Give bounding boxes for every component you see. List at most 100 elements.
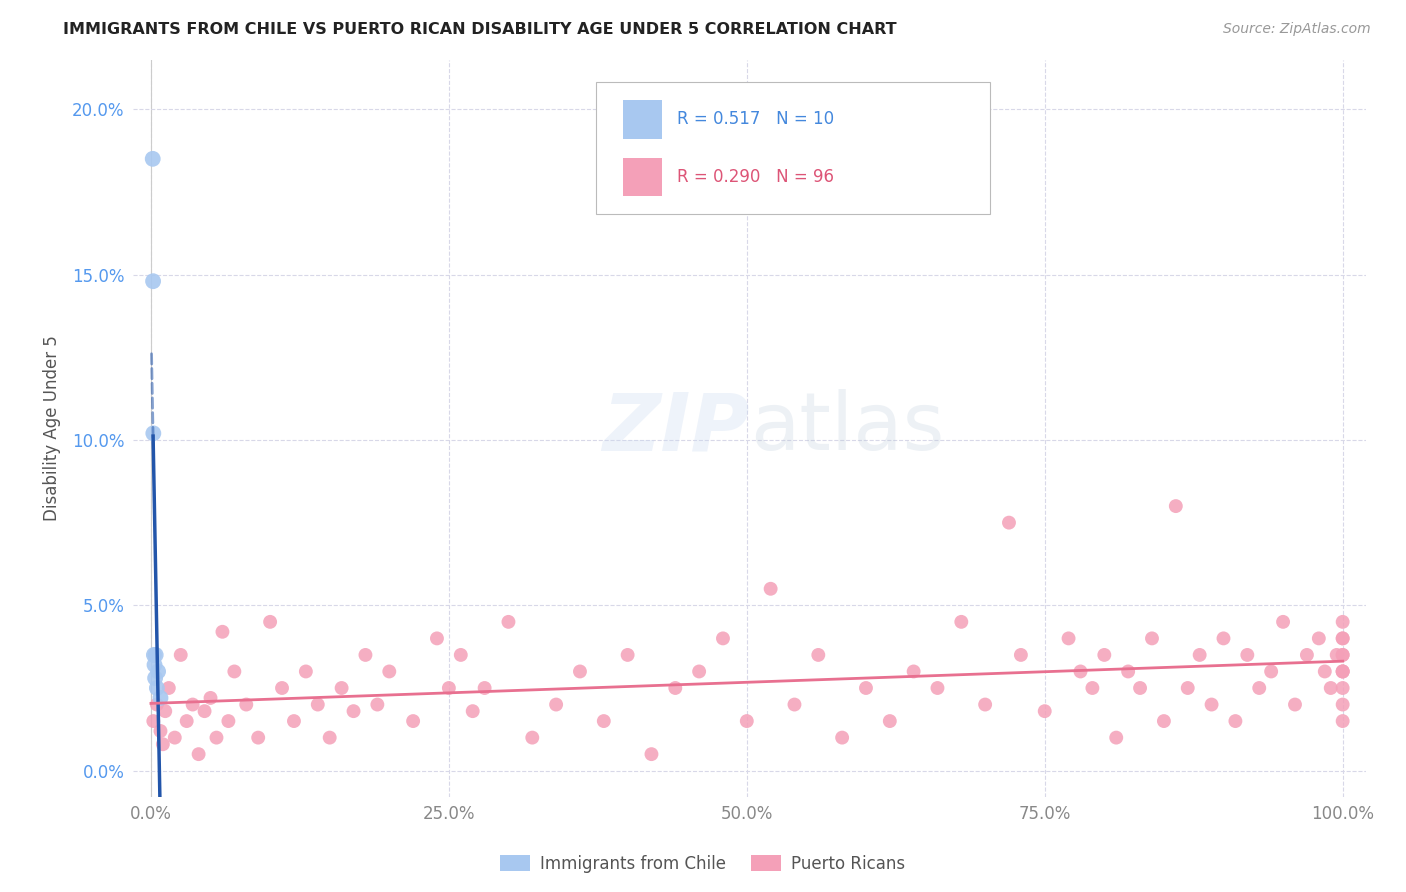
Point (640, 747, 662, 761)
Point (568, 665, 591, 679)
Text: ZIP: ZIP (602, 390, 749, 467)
Point (318, 731, 340, 745)
Point (224, 665, 246, 679)
Point (146, 681, 169, 695)
Point (688, 665, 710, 679)
Y-axis label: Disability Age Under 5: Disability Age Under 5 (44, 335, 60, 521)
Point (354, 648, 377, 662)
Point (998, 516, 1021, 530)
FancyBboxPatch shape (623, 100, 662, 138)
Point (149, 724, 172, 739)
Text: Source: ZipAtlas.com: Source: ZipAtlas.com (1223, 22, 1371, 37)
Point (146, 698, 169, 712)
Point (437, 681, 460, 695)
Point (193, 704, 215, 718)
Point (855, 681, 877, 695)
Point (1331, 665, 1354, 679)
Point (1308, 632, 1330, 646)
Point (1331, 632, 1354, 646)
Point (1319, 681, 1341, 695)
Point (1331, 665, 1354, 679)
Point (1092, 648, 1115, 662)
Point (1331, 714, 1354, 728)
Point (1260, 665, 1282, 679)
Point (1033, 704, 1056, 718)
Point (974, 698, 997, 712)
Point (616, 648, 638, 662)
Point (1212, 632, 1234, 646)
Point (1057, 632, 1080, 646)
Text: R = 0.517   N = 10: R = 0.517 N = 10 (678, 111, 834, 128)
Point (1249, 681, 1271, 695)
Point (200, 690, 222, 705)
Point (903, 665, 925, 679)
Point (142, 714, 165, 728)
Point (1236, 648, 1258, 662)
Point (181, 698, 204, 712)
Text: atlas: atlas (749, 390, 945, 467)
Point (142, 274, 165, 288)
Point (1225, 714, 1247, 728)
Text: IMMIGRANTS FROM CHILE VS PUERTO RICAN DISABILITY AGE UNDER 5 CORRELATION CHART: IMMIGRANTS FROM CHILE VS PUERTO RICAN DI… (63, 22, 897, 37)
Point (1129, 681, 1152, 695)
Point (1331, 632, 1354, 646)
Point (259, 615, 281, 629)
Point (664, 681, 686, 695)
Point (1105, 731, 1128, 745)
Point (498, 615, 520, 629)
Point (735, 714, 758, 728)
Point (143, 671, 166, 685)
Point (1140, 632, 1163, 646)
Point (831, 731, 853, 745)
Point (879, 714, 901, 728)
Point (546, 698, 568, 712)
Point (342, 704, 364, 718)
Point (205, 731, 228, 745)
FancyBboxPatch shape (596, 82, 990, 214)
FancyBboxPatch shape (623, 158, 662, 196)
Point (402, 714, 425, 728)
Point (1331, 665, 1354, 679)
Point (176, 714, 198, 728)
Point (807, 648, 830, 662)
Point (330, 681, 353, 695)
Point (450, 648, 472, 662)
Point (142, 152, 165, 166)
Point (1272, 615, 1295, 629)
Point (426, 632, 449, 646)
Point (1326, 648, 1348, 662)
Point (142, 426, 165, 441)
Point (247, 731, 270, 745)
Point (1313, 665, 1336, 679)
Point (271, 681, 294, 695)
Point (1331, 615, 1354, 629)
Point (1010, 648, 1032, 662)
Point (950, 615, 973, 629)
Point (1153, 714, 1175, 728)
Point (1331, 648, 1354, 662)
Point (378, 665, 401, 679)
Point (1201, 698, 1223, 712)
Point (759, 582, 782, 596)
Point (155, 704, 177, 718)
Point (152, 737, 174, 751)
Point (170, 648, 193, 662)
Point (1116, 665, 1139, 679)
Point (1188, 648, 1211, 662)
Point (211, 624, 233, 639)
Point (163, 731, 186, 745)
Point (1331, 698, 1354, 712)
Point (592, 714, 614, 728)
Point (149, 690, 172, 705)
Point (927, 681, 949, 695)
Point (522, 731, 544, 745)
Point (1069, 665, 1091, 679)
Point (783, 698, 806, 712)
Point (142, 648, 165, 662)
Point (474, 681, 496, 695)
Legend: Immigrants from Chile, Puerto Ricans: Immigrants from Chile, Puerto Ricans (494, 848, 912, 880)
Point (217, 714, 239, 728)
Point (366, 698, 388, 712)
Point (235, 698, 257, 712)
Point (1331, 681, 1354, 695)
